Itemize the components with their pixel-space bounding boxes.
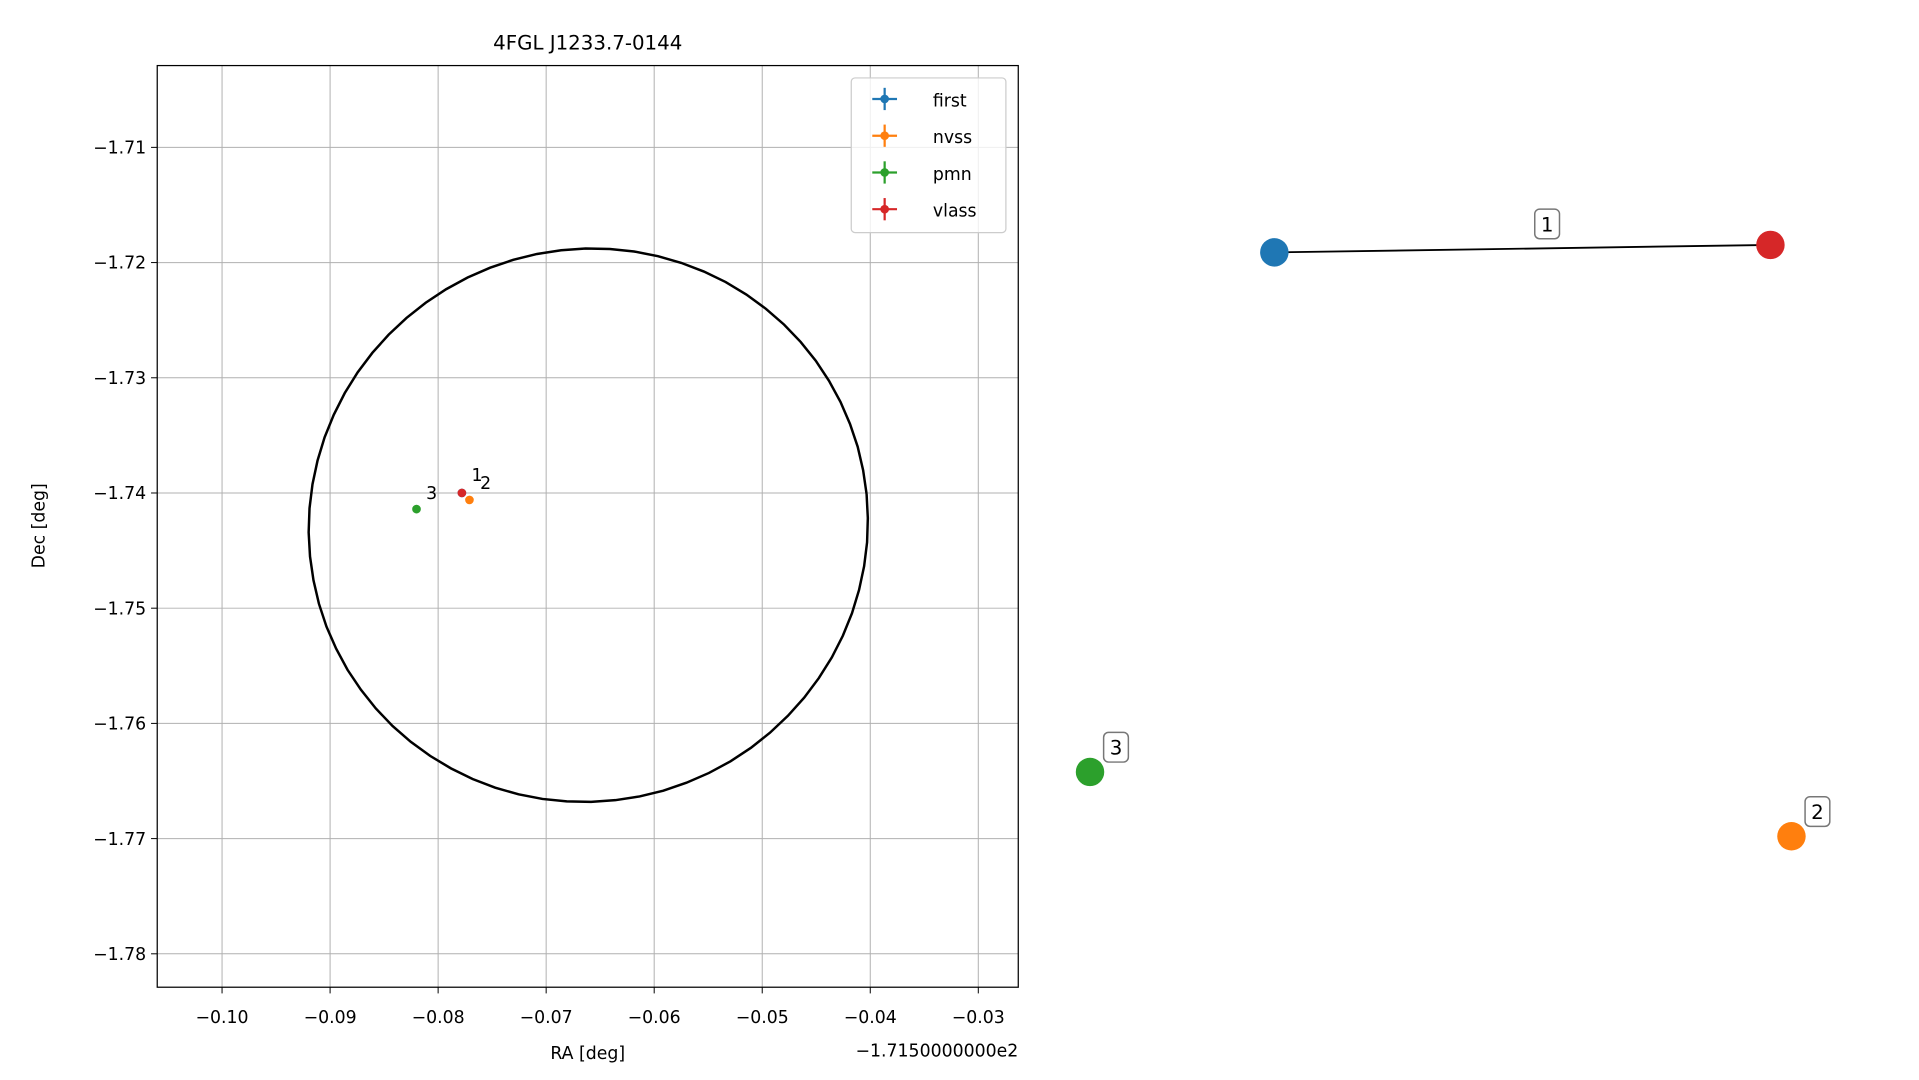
x-offset-label: −1.7150000000e2 — [856, 1041, 1019, 1061]
legend: first nvss pmn vlass — [850, 77, 1007, 234]
y-tick-label: −1.73 — [93, 369, 146, 389]
x-tick-label: −0.03 — [952, 1008, 1005, 1028]
legend-marker — [880, 131, 889, 141]
y-tick-label: −1.71 — [93, 139, 146, 159]
legend-marker — [880, 168, 889, 177]
x-tick-label: −0.04 — [844, 1008, 897, 1028]
y-axis-label: Dec [deg] — [30, 483, 50, 568]
point-annotation: 1 — [472, 466, 483, 486]
edge-label: 1 — [1541, 213, 1554, 236]
legend-label: nvss — [933, 128, 972, 148]
y-tick-label: −1.78 — [93, 945, 146, 965]
x-tick-label: −0.10 — [196, 1008, 249, 1028]
data-point — [412, 504, 421, 514]
node-label: 3 — [1110, 737, 1123, 760]
point-annotation: 2 — [480, 474, 491, 494]
legend-marker — [880, 94, 889, 104]
y-tick-label: −1.77 — [93, 830, 146, 850]
legend-label: pmn — [933, 165, 972, 185]
node-label-box — [1102, 731, 1130, 763]
legend-marker — [880, 204, 889, 214]
x-tick-label: −0.08 — [412, 1008, 465, 1028]
point-annotation: 3 — [426, 484, 437, 504]
data-point — [457, 488, 467, 498]
legend-label: first — [933, 91, 967, 111]
x-tick-label: −0.06 — [628, 1008, 681, 1028]
graph-node — [1756, 230, 1785, 260]
graph-node — [1260, 238, 1289, 267]
x-tick-label: −0.07 — [520, 1008, 573, 1028]
x-axis-label: RA [deg] — [550, 1044, 625, 1064]
x-tick-label: −0.05 — [736, 1008, 789, 1028]
graph-node — [1075, 757, 1105, 787]
edge-label-box — [1534, 208, 1561, 240]
chart-title: 4FGL J1233.7-0144 — [493, 31, 682, 54]
plot-frame — [156, 64, 1019, 988]
legend-label: vlass — [933, 202, 977, 222]
graph-edge — [1274, 244, 1771, 254]
data-point — [465, 495, 474, 505]
graph-node — [1777, 822, 1806, 851]
y-tick-label: −1.76 — [93, 715, 146, 735]
y-tick-label: −1.74 — [93, 484, 146, 504]
legend-box — [850, 77, 1007, 234]
node-label: 2 — [1811, 801, 1824, 824]
y-tick-label: −1.75 — [93, 599, 146, 619]
x-tick-label: −0.09 — [304, 1008, 357, 1028]
node-label-box — [1804, 795, 1831, 828]
y-tick-label: −1.72 — [93, 254, 146, 274]
error-ellipse — [307, 247, 870, 804]
